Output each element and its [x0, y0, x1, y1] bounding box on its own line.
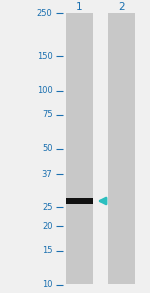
Text: 1: 1	[76, 2, 83, 12]
Text: 10: 10	[42, 280, 52, 289]
Text: 100: 100	[37, 86, 52, 95]
Text: 2: 2	[118, 2, 125, 12]
Bar	[108, 13, 135, 284]
Text: 250: 250	[37, 9, 52, 18]
Text: 75: 75	[42, 110, 52, 119]
Text: 15: 15	[42, 246, 52, 255]
Text: 37: 37	[42, 170, 52, 179]
Text: 50: 50	[42, 144, 52, 154]
Bar	[66, 13, 93, 284]
Text: 150: 150	[37, 52, 52, 61]
Text: 25: 25	[42, 203, 52, 212]
Text: 20: 20	[42, 222, 52, 231]
Bar	[66, 198, 93, 204]
